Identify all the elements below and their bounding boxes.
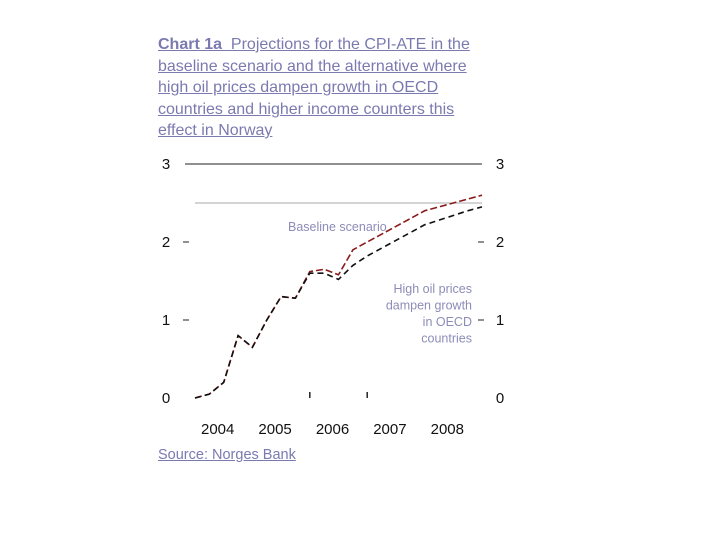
y-tick-label-right: 1 [496, 312, 504, 329]
chart-title: Chart 1a Projections for the CPI-ATE in … [158, 34, 488, 142]
y-tick-label-right: 2 [496, 234, 504, 251]
chart-title-label: Chart 1a [158, 36, 223, 53]
y-tick-label-right: 0 [496, 390, 504, 407]
source-text: Norges Bank [212, 447, 296, 463]
y-tick-label-right: 3 [496, 156, 504, 173]
y-tick-label-left: 1 [162, 312, 170, 329]
series-line-baseline [194, 194, 483, 399]
annotation-high-oil: High oil prices dampen growth in OECD count… [386, 282, 472, 346]
annotation-high-oil-line: dampen growth [386, 299, 472, 313]
annotation-high-oil-line: High oil prices [393, 282, 472, 296]
annotation-baseline: Baseline scenario [288, 220, 387, 234]
y-tick-label-left: 3 [162, 156, 170, 173]
x-tick-label: 2004 [201, 421, 234, 438]
series-line-high-oil [194, 206, 483, 399]
x-tick-label: 2005 [258, 421, 291, 438]
y-tick-label-left: 0 [162, 390, 170, 407]
annotation-high-oil-line: countries [421, 332, 472, 346]
x-tick-label: 2007 [373, 421, 406, 438]
y-tick-label-left: 2 [162, 234, 170, 251]
chart-title-text: Projections for the CPI-ATE in the basel… [158, 36, 470, 139]
annotation-high-oil-line: in OECD [423, 315, 472, 329]
chart-source: Source: Norges Bank [158, 447, 296, 463]
x-tick-label: 2006 [316, 421, 349, 438]
x-tick-label: 2008 [431, 421, 464, 438]
source-label: Source: [158, 447, 208, 463]
